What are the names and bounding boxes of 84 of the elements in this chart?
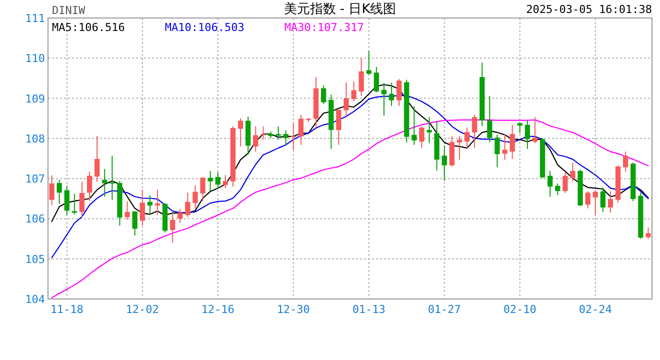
candlestick bbox=[238, 118, 244, 147]
y-tick-label: 109 bbox=[25, 92, 45, 106]
candlestick bbox=[140, 189, 145, 226]
candlestick bbox=[222, 174, 228, 189]
candlestick bbox=[147, 194, 152, 216]
candlestick bbox=[532, 116, 538, 144]
candlestick bbox=[548, 170, 553, 198]
candlestick bbox=[215, 172, 220, 190]
candlestick bbox=[366, 50, 372, 76]
y-tick-label: 107 bbox=[25, 172, 45, 186]
x-tick-label: 12-30 bbox=[276, 303, 310, 316]
candlestick bbox=[585, 190, 590, 209]
candlestick bbox=[396, 78, 402, 106]
candlestick bbox=[200, 176, 206, 202]
candlestick bbox=[192, 184, 198, 210]
candlestick bbox=[592, 190, 598, 216]
candlestick bbox=[79, 181, 85, 218]
candlestick bbox=[487, 95, 492, 143]
candlestick bbox=[646, 227, 651, 240]
candlestick bbox=[208, 170, 213, 192]
candlestick bbox=[494, 134, 500, 168]
candlestick bbox=[456, 136, 462, 160]
candlestick bbox=[555, 182, 560, 196]
candlestick bbox=[570, 162, 576, 182]
candlestick bbox=[178, 208, 183, 224]
candlestick bbox=[56, 179, 62, 204]
chart-title: 美元指数 - 日K线图 bbox=[284, 1, 396, 17]
candlestick bbox=[381, 82, 387, 116]
candlestick bbox=[94, 136, 100, 182]
candlestick bbox=[524, 120, 530, 150]
x-tick-label: 02-10 bbox=[503, 303, 536, 316]
candlestick bbox=[623, 151, 628, 172]
candlestick bbox=[276, 126, 281, 140]
candlestick bbox=[351, 80, 356, 102]
candlestick bbox=[283, 130, 288, 146]
y-tick-label: 108 bbox=[25, 132, 45, 146]
candlestick bbox=[253, 126, 258, 152]
x-tick-label: 12-02 bbox=[126, 303, 159, 316]
text: 2025-03-05 16:01:38 bbox=[526, 3, 652, 16]
candlestick bbox=[419, 126, 424, 149]
text: MA5:106.516 bbox=[52, 21, 125, 34]
candlestick bbox=[72, 193, 77, 215]
candlestick bbox=[358, 58, 364, 96]
x-tick-label: 01-13 bbox=[352, 303, 386, 316]
candlestick bbox=[64, 185, 70, 216]
y-tick-label: 110 bbox=[25, 52, 45, 66]
candlestick bbox=[298, 114, 304, 146]
candlestick bbox=[185, 192, 190, 218]
candlestick bbox=[517, 122, 522, 134]
candlestick bbox=[49, 174, 54, 206]
y-tick-label: 106 bbox=[25, 212, 45, 226]
candlestick bbox=[388, 82, 394, 106]
candlestick bbox=[502, 134, 508, 160]
candlestick bbox=[562, 172, 568, 194]
x-tick-label: 12-16 bbox=[201, 303, 234, 316]
candlestick bbox=[154, 189, 160, 216]
candlestick bbox=[464, 127, 470, 149]
candlestick bbox=[344, 82, 349, 117]
candlestick bbox=[374, 66, 379, 93]
y-tick-label: 105 bbox=[25, 252, 45, 266]
y-tick-label: 104 bbox=[25, 293, 46, 306]
candlestick bbox=[600, 186, 606, 212]
y-tick-label: 111 bbox=[25, 12, 45, 25]
candlestick bbox=[132, 210, 138, 236]
text: DINIW bbox=[52, 4, 86, 17]
candlestick bbox=[472, 114, 478, 149]
x-tick-label: 11-18 bbox=[50, 303, 84, 316]
text: MA30:107.317 bbox=[284, 21, 364, 34]
candlestick bbox=[426, 116, 432, 144]
candlestick bbox=[124, 200, 130, 220]
candlestick bbox=[170, 212, 176, 244]
x-tick-label: 02-24 bbox=[578, 303, 612, 316]
candlestick bbox=[442, 145, 447, 182]
candlestick bbox=[412, 106, 417, 146]
candlestick bbox=[449, 136, 454, 168]
candlestick bbox=[110, 155, 115, 200]
candlestick bbox=[86, 171, 92, 202]
text: MA10:106.503 bbox=[164, 21, 244, 34]
candlestick bbox=[321, 84, 326, 104]
candlestick bbox=[102, 168, 108, 198]
candlestick bbox=[336, 108, 342, 146]
candlestick bbox=[510, 124, 515, 160]
candlestick bbox=[608, 190, 614, 214]
x-tick-label: 01-27 bbox=[428, 303, 461, 316]
